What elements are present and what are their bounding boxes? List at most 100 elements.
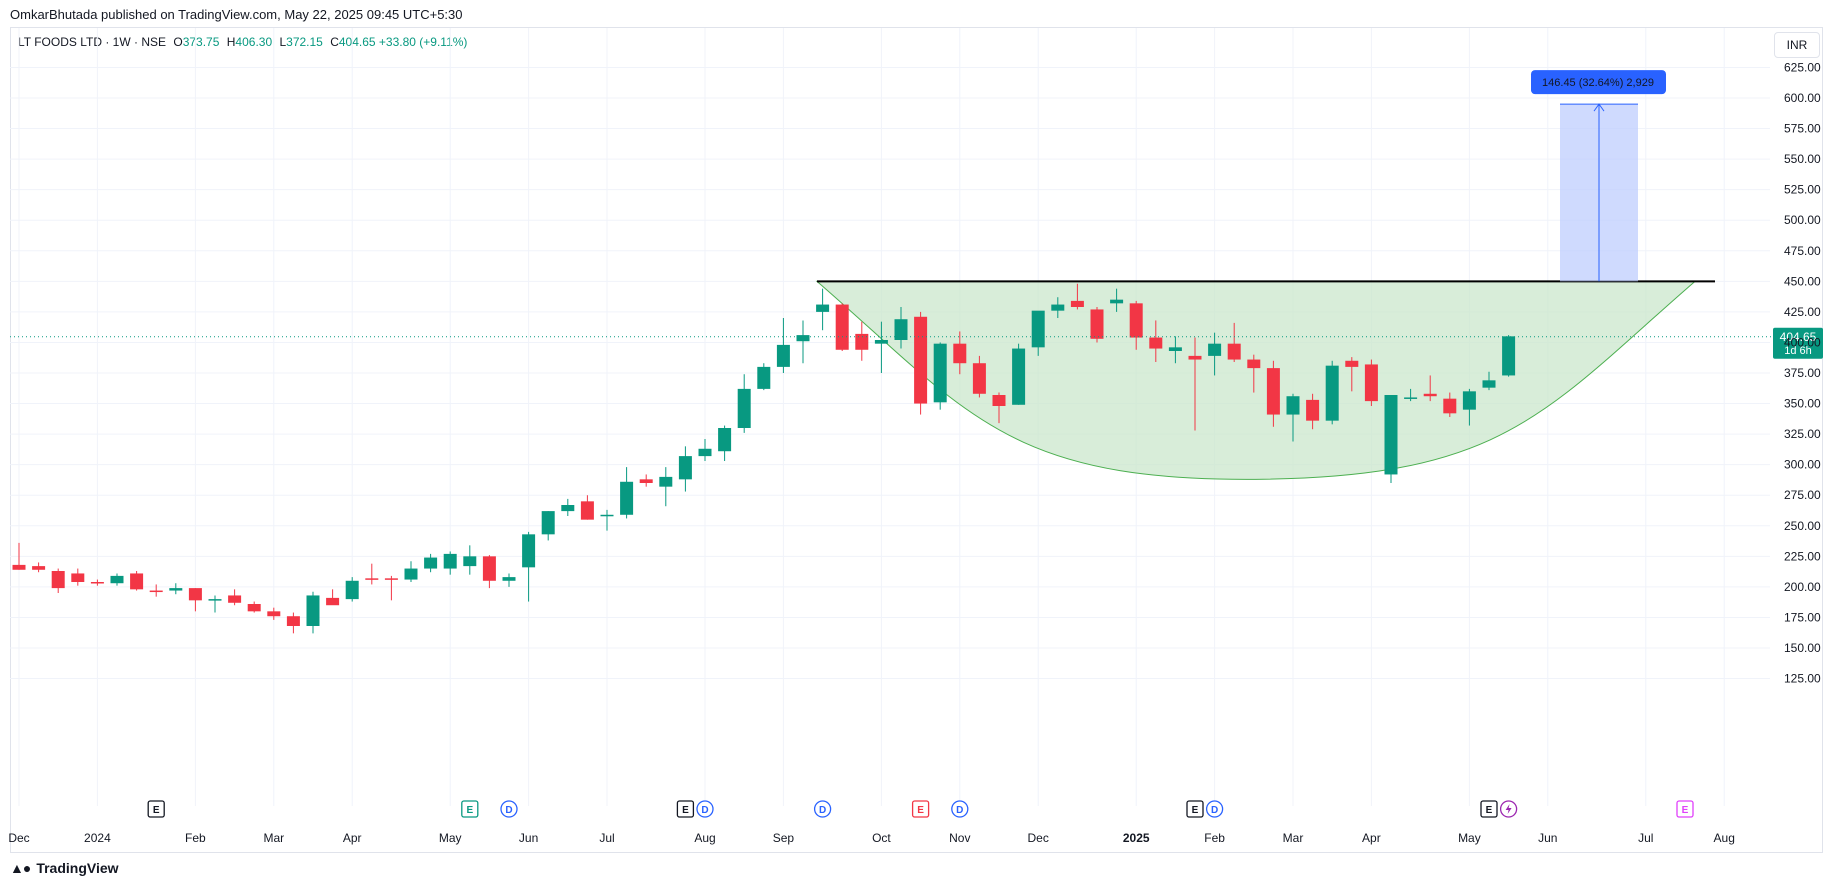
event-letter: E bbox=[1682, 805, 1689, 816]
candle-body bbox=[522, 534, 536, 568]
candle bbox=[482, 555, 496, 589]
candle bbox=[953, 331, 967, 375]
y-tick-label: 400.00 bbox=[1784, 335, 1821, 349]
dividend-icon bbox=[813, 800, 832, 818]
y-tick-label: 250.00 bbox=[1784, 519, 1821, 533]
symbol-name[interactable]: LT FOODS LTD · 1W · NSE bbox=[18, 35, 167, 49]
candle bbox=[1266, 360, 1280, 427]
candle bbox=[620, 467, 634, 519]
candle-body bbox=[1208, 343, 1222, 356]
candle-body bbox=[874, 340, 888, 344]
candle-body bbox=[1364, 364, 1378, 402]
candle bbox=[32, 562, 46, 573]
event-marker: E bbox=[676, 800, 695, 818]
candle-body bbox=[365, 578, 379, 580]
candle-body bbox=[149, 590, 163, 593]
event-marker: E bbox=[147, 800, 165, 818]
x-tick-label: Jul bbox=[599, 831, 614, 845]
y-tick-label: 625.00 bbox=[1784, 60, 1821, 74]
candle bbox=[894, 307, 908, 349]
candle bbox=[51, 568, 65, 593]
x-tick-label: Jun bbox=[519, 831, 538, 845]
y-tick-label: 125.00 bbox=[1784, 672, 1821, 686]
candle bbox=[110, 573, 124, 586]
candle-body bbox=[130, 573, 144, 590]
high-label: H bbox=[226, 35, 236, 49]
candle bbox=[90, 579, 104, 586]
y-tick-label: 325.00 bbox=[1784, 427, 1821, 441]
x-tick-label: Sep bbox=[773, 831, 795, 845]
open-value: 373.75 bbox=[182, 35, 220, 49]
candle bbox=[914, 311, 928, 415]
last-price-text: 404.65 bbox=[1780, 330, 1817, 344]
projection-badge bbox=[1531, 70, 1666, 95]
countdown-text: 1d 6h bbox=[1784, 345, 1812, 357]
candle bbox=[1090, 307, 1104, 343]
event-marker: E bbox=[1186, 800, 1204, 818]
open-label: O bbox=[173, 35, 183, 49]
earnings-icon bbox=[1186, 800, 1204, 818]
earnings-icon bbox=[1676, 800, 1694, 818]
dividend-icon bbox=[951, 800, 969, 818]
candle bbox=[1345, 357, 1359, 392]
x-tick-label: Apr bbox=[1362, 831, 1381, 845]
candle bbox=[757, 363, 771, 391]
candle bbox=[541, 511, 555, 541]
x-tick-label: Dec bbox=[1028, 831, 1049, 845]
candle-body bbox=[561, 505, 575, 512]
x-tick-label: Dec bbox=[8, 831, 29, 845]
event-marker: D bbox=[813, 800, 832, 818]
change-value: +33.80 (+9.11%) bbox=[378, 35, 468, 49]
candle-body bbox=[208, 599, 222, 601]
candle-body bbox=[1188, 355, 1202, 360]
close-value: 404.65 bbox=[338, 35, 376, 49]
x-tick-label: Aug bbox=[1714, 831, 1735, 845]
candle-body bbox=[894, 319, 908, 340]
candle bbox=[992, 392, 1006, 424]
candle bbox=[835, 303, 849, 351]
dividend-icon bbox=[696, 800, 714, 818]
lightning-icon bbox=[1505, 804, 1512, 814]
arrow-head-icon bbox=[1593, 103, 1605, 112]
currency-selector[interactable]: INR bbox=[1774, 32, 1820, 58]
y-tick-label: 350.00 bbox=[1784, 397, 1821, 411]
x-tick-label: Mar bbox=[263, 831, 284, 845]
candle bbox=[855, 321, 869, 361]
high-value: 406.30 bbox=[235, 35, 273, 49]
candle bbox=[1051, 297, 1065, 318]
candle-body bbox=[1031, 310, 1045, 348]
candle bbox=[561, 498, 575, 516]
candle-body bbox=[1129, 303, 1143, 338]
candle-body bbox=[600, 514, 614, 517]
candle-body bbox=[286, 616, 300, 626]
event-marker: E bbox=[911, 800, 930, 818]
candle bbox=[345, 577, 359, 602]
candle-body bbox=[228, 595, 242, 603]
candle-body bbox=[718, 428, 732, 452]
candle-body bbox=[12, 564, 26, 570]
event-marker: D bbox=[1205, 800, 1224, 818]
x-tick-label: Mar bbox=[1283, 831, 1304, 845]
candle-body bbox=[1306, 399, 1320, 421]
candle-body bbox=[639, 479, 653, 483]
candle bbox=[796, 320, 810, 364]
candle bbox=[208, 595, 222, 613]
candle-body bbox=[247, 604, 261, 612]
event-marker: D bbox=[696, 800, 714, 818]
candle-body bbox=[1482, 380, 1496, 388]
candle-body bbox=[482, 556, 496, 581]
candle bbox=[718, 425, 732, 461]
tradingview-brand[interactable]: ▲● TradingView bbox=[10, 860, 119, 876]
x-tick-label: Jul bbox=[1638, 831, 1653, 845]
y-tick-label: 525.00 bbox=[1784, 183, 1821, 197]
y-tick-label: 575.00 bbox=[1784, 122, 1821, 136]
candle-body bbox=[71, 573, 85, 582]
candle bbox=[1286, 393, 1300, 442]
y-tick-label: 275.00 bbox=[1784, 488, 1821, 502]
candle bbox=[502, 573, 516, 587]
earnings-icon bbox=[676, 800, 695, 818]
candle-body bbox=[1051, 304, 1065, 311]
candle bbox=[1129, 300, 1143, 350]
